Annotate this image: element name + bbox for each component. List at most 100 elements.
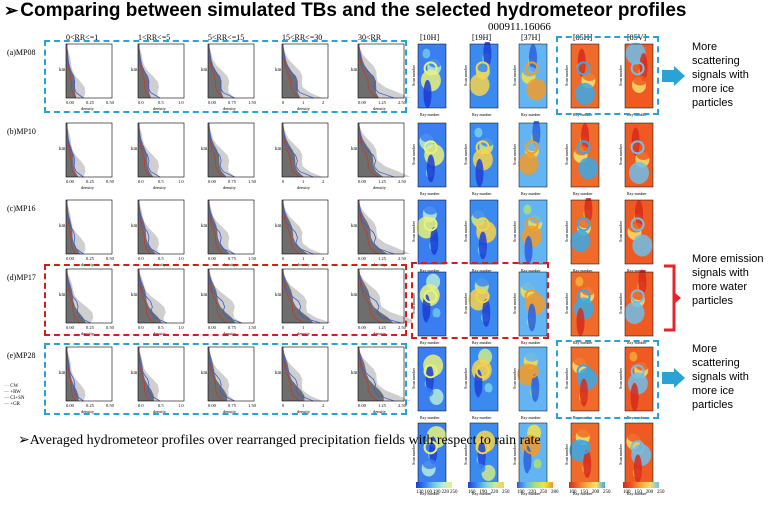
profile-plot: km 0.00 0.25 0.50 density — [58, 267, 120, 337]
profile-svg: km 0.00 1.25 2.50 density — [351, 346, 411, 414]
profile-svg: km 0.0 0.5 1.0 density — [131, 346, 184, 414]
map-blob — [478, 231, 487, 260]
y-axis-label: km — [131, 293, 138, 298]
legend-item: — CI+SN — [4, 396, 25, 401]
colorbar-tick: 200 — [591, 490, 600, 495]
profile-mean-area — [138, 200, 156, 254]
x-tick-label: 0.5 — [158, 325, 164, 330]
x-tick-label: 1.25 — [378, 403, 387, 408]
legend-item: — CW — [4, 384, 19, 389]
profile-line-red — [358, 199, 378, 255]
x-tick-label: 0.75 — [228, 179, 237, 184]
map-y-label: Scan number — [565, 143, 569, 165]
profile-plot: km 0.0 0.5 1.0 density — [130, 198, 192, 268]
map-y-label: Scan number — [412, 443, 416, 465]
map-blob — [636, 150, 651, 160]
profile-svg: km 0.00 0.25 0.50 density — [59, 43, 115, 111]
x-tick-label: 0.50 — [106, 179, 115, 184]
map-blob — [419, 387, 434, 398]
map-frame — [518, 346, 548, 412]
map-eye — [630, 217, 645, 232]
map-frame — [518, 199, 548, 265]
x-tick-label: 0 — [282, 100, 285, 105]
map-blob — [584, 198, 593, 224]
map-y-label: Scan number — [513, 64, 517, 86]
row-label: (c)MP16 — [7, 204, 36, 213]
profile-svg: km 0.00 1.25 2.50 density — [351, 268, 412, 336]
map-blob — [524, 235, 533, 264]
plot-frame — [137, 43, 185, 99]
profile-plot: km 0.00 0.75 1.50 density — [200, 198, 262, 268]
map-x-label: Ray number — [521, 340, 541, 345]
x-axis-label: density — [153, 106, 167, 111]
map-y-label: Scan number — [412, 292, 416, 314]
map-x-label: Ray number — [472, 340, 492, 345]
x-axis-label: density — [223, 331, 237, 336]
map-eye — [630, 61, 645, 76]
map-eye — [423, 440, 438, 455]
x-tick-label: 1.0 — [178, 325, 184, 330]
map-y-label: Scan number — [619, 443, 623, 465]
x-axis-label: density — [81, 106, 95, 111]
profile-plot: km 0 1 2 density — [274, 198, 336, 268]
colorbar — [468, 482, 504, 488]
colorbar — [416, 482, 452, 488]
legend-item: — +GR — [4, 402, 21, 407]
plot-frame — [281, 199, 329, 255]
map-blob — [575, 276, 584, 287]
map-eye — [524, 440, 539, 455]
profile-line-blue — [138, 199, 161, 255]
map-frame — [624, 199, 654, 265]
map-frame — [518, 43, 548, 109]
profile-svg: km 0 1 2 density — [275, 346, 329, 414]
map-frame — [469, 43, 499, 109]
x-tick-label: 2 — [322, 179, 324, 184]
profile-mean-area — [208, 44, 224, 98]
map-frame — [469, 122, 499, 188]
map-eye — [576, 440, 591, 455]
map-frame — [624, 346, 654, 412]
x-tick-label: 2 — [322, 403, 324, 408]
y-axis-label: km — [59, 293, 66, 298]
profile-plot: km 0.00 1.25 2.50 density — [350, 42, 412, 112]
profile-mean-area — [282, 200, 308, 254]
map-frame — [469, 271, 499, 337]
plot-frame — [357, 43, 405, 99]
x-tick-label: 0.00 — [358, 325, 367, 330]
map-blob — [420, 132, 435, 143]
row-label: (a)MP08 — [7, 48, 36, 57]
map-x-label: Ray number — [521, 491, 541, 496]
map-frame — [624, 271, 654, 337]
map-y-label: Scan number — [513, 443, 517, 465]
x-tick-label: 0.0 — [138, 256, 144, 261]
y-axis-label: km — [59, 147, 66, 152]
map-y-label: Scan number — [513, 220, 517, 242]
map-x-label: Ray number — [627, 191, 647, 196]
plot-frame — [137, 199, 185, 255]
x-tick-label: 1.0 — [178, 403, 184, 408]
map-frame — [417, 199, 447, 265]
profile-line-blue — [282, 122, 314, 178]
colorbar-tick: 100 — [569, 490, 577, 495]
map-blob — [425, 365, 434, 393]
profile-mean-area — [358, 269, 394, 323]
x-tick-label: 2.50 — [398, 325, 407, 330]
profile-plot: km 0.00 1.25 2.50 density — [350, 121, 412, 191]
profile-line-blue — [208, 199, 235, 255]
map-eye — [475, 440, 490, 455]
y-axis-label: km — [351, 224, 358, 229]
x-tick-label: 1.0 — [178, 179, 184, 184]
map-y-label: Scan number — [464, 367, 468, 389]
row-label: (d)MP17 — [7, 273, 36, 282]
map-x-label: Ray number — [573, 340, 593, 345]
x-axis-label: density — [223, 106, 237, 111]
profile-svg: km 0.00 1.25 2.50 density — [351, 122, 411, 190]
map-blob — [527, 303, 536, 332]
profile-svg: km 0 1 2 density — [275, 268, 332, 336]
x-tick-label: 1 — [302, 179, 304, 184]
profile-mean-area — [282, 44, 301, 98]
